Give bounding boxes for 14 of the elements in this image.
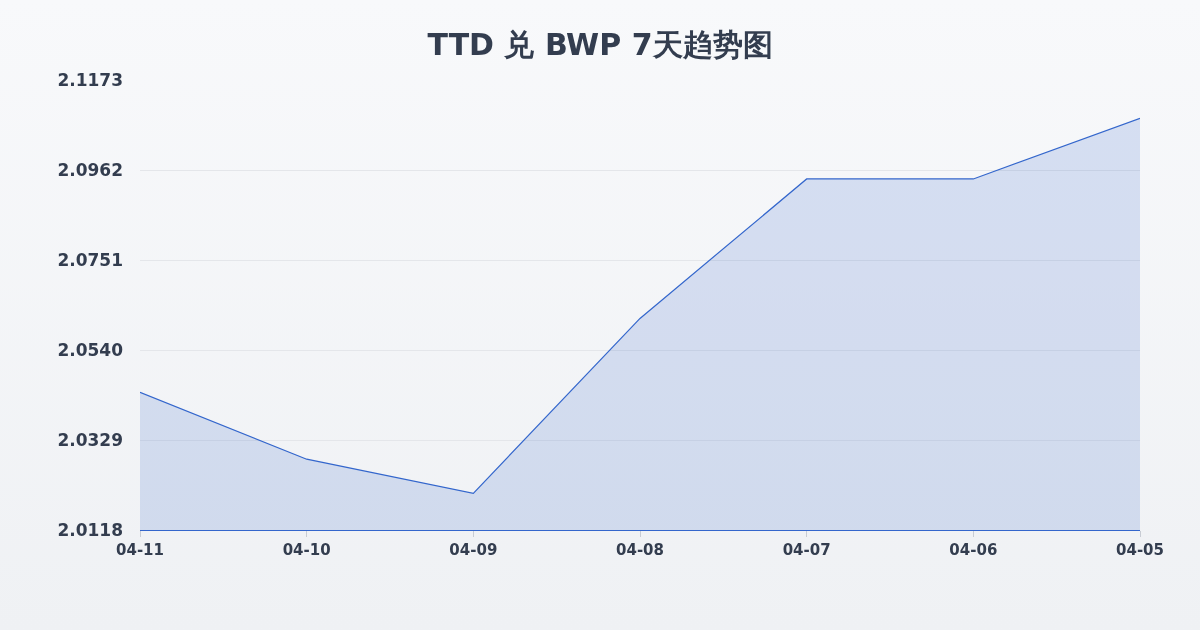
x-tick-label: 04-08: [616, 541, 664, 560]
x-tick-label: 04-07: [782, 541, 831, 560]
y-tick-label: 2.0962: [57, 159, 123, 180]
y-tick-label: 2.1173: [57, 69, 123, 90]
x-tick-label: 04-09: [449, 541, 498, 560]
chart-title: TTD 兑 BWP 7天趋势图: [427, 26, 773, 62]
y-tick-label: 2.0329: [57, 429, 123, 450]
y-tick-label: 2.0751: [57, 249, 123, 270]
x-tick-label: 04-06: [949, 541, 998, 560]
x-tick-label: 04-10: [282, 541, 331, 560]
x-tick-label: 04-05: [1116, 541, 1164, 560]
y-tick-label: 2.0118: [57, 519, 123, 540]
y-tick-label: 2.0540: [57, 339, 124, 360]
x-tick-label: 04-11: [116, 541, 164, 560]
